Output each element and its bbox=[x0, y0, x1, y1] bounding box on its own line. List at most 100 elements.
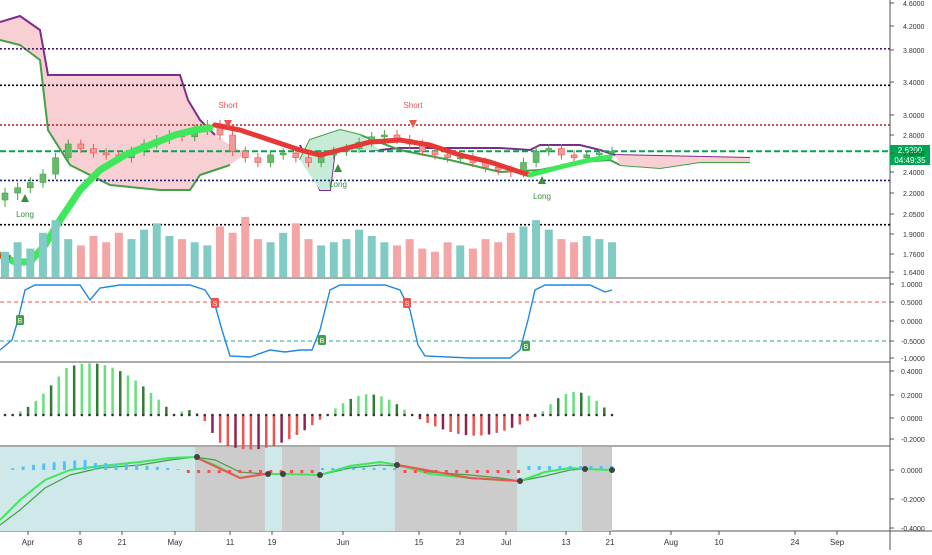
macd-histogram-bar bbox=[11, 468, 15, 470]
macd-histogram-bar bbox=[517, 470, 521, 473]
histogram-zero-dot bbox=[42, 413, 45, 417]
histogram-zero-dot bbox=[579, 413, 583, 417]
volume-bar bbox=[494, 242, 503, 277]
volume-bar bbox=[291, 223, 300, 277]
histogram-zero-dot bbox=[549, 413, 552, 417]
histogram-zero-dot bbox=[195, 413, 199, 417]
time-tick-label: Jul bbox=[501, 538, 511, 547]
volume-bar bbox=[178, 239, 187, 277]
volume-bar bbox=[355, 229, 364, 277]
macd-histogram-bar bbox=[228, 470, 232, 473]
volume-bar bbox=[329, 242, 338, 277]
histogram-zero-dot bbox=[341, 413, 345, 417]
histogram-zero-dot bbox=[372, 413, 376, 417]
volume-bar bbox=[228, 232, 237, 277]
candle-body bbox=[39, 173, 47, 183]
volume-bar bbox=[203, 245, 212, 277]
macd-cross-dot bbox=[609, 467, 615, 473]
price-tick-label: 4.6000 bbox=[903, 1, 925, 8]
price-tick-label: 2.2000 bbox=[903, 191, 925, 198]
macd-histogram-bar bbox=[248, 470, 252, 473]
histogram-zero-dot bbox=[26, 413, 30, 417]
macd-histogram-bar bbox=[589, 466, 593, 470]
histogram-zero-dot bbox=[264, 413, 268, 417]
price-axis[interactable]: 4.6000 4.2000 3.8000 3.4000 3.0000 2.8000 2.60… bbox=[890, 1, 925, 277]
macd-histogram-bar bbox=[217, 470, 221, 473]
histogram-zero-dot bbox=[203, 413, 207, 417]
last-price-label: 2.6200 bbox=[898, 146, 923, 155]
candle-body bbox=[279, 152, 287, 156]
price-tick-label: 3.8000 bbox=[903, 48, 925, 55]
volume-bar bbox=[1, 251, 9, 277]
macd-histogram-bar bbox=[444, 470, 448, 473]
price-tick-label: 1.6400 bbox=[903, 270, 925, 277]
candle-body bbox=[26, 182, 34, 189]
time-tick-label: 21 bbox=[118, 538, 127, 547]
histogram-zero-dot bbox=[257, 413, 260, 417]
histogram-zero-dot bbox=[603, 413, 606, 417]
price-tick-label: 4.2000 bbox=[903, 24, 925, 31]
macd-histogram-bar bbox=[93, 463, 97, 470]
volume-bar bbox=[127, 239, 136, 277]
macd-histogram-bar bbox=[207, 470, 211, 473]
macd-cross-dot bbox=[582, 466, 588, 472]
volume-bar bbox=[532, 220, 541, 277]
candle-body bbox=[90, 148, 97, 154]
histogram-axis[interactable]: 0.4000 0.2000 0.0000 -0.2000 bbox=[890, 369, 925, 444]
histogram-zero-dot bbox=[441, 413, 445, 417]
oscillator-pane bbox=[0, 284, 890, 359]
candle-body bbox=[254, 157, 262, 163]
histogram-zero-dot bbox=[157, 413, 160, 417]
short-signal-arrow bbox=[224, 120, 232, 128]
macd-histogram-bar bbox=[279, 470, 283, 473]
oscillator-axis[interactable]: 1.0000 0.5000 0.0000 -0.5000 -1.0000 bbox=[890, 282, 925, 363]
price-tick-label: 1.7600 bbox=[903, 252, 925, 259]
candle-body bbox=[64, 143, 72, 159]
histogram-zero-dot bbox=[510, 413, 514, 417]
volume-bar bbox=[215, 226, 224, 277]
histogram-zero-dot bbox=[472, 413, 475, 417]
macd-histogram-bar bbox=[527, 466, 531, 470]
histogram-zero-dot bbox=[134, 413, 137, 417]
volume-bar bbox=[241, 217, 250, 277]
histogram-zero-dot bbox=[526, 413, 529, 417]
time-axis[interactable]: Apr 8 21 May 11 19 Jun 15 23 Jul 13 21 Aug 10 24 Sep bbox=[22, 531, 845, 547]
osc-marker-badge bbox=[16, 315, 24, 325]
macd-histogram-bar bbox=[403, 470, 407, 473]
candle-body bbox=[570, 154, 578, 159]
histogram-zero-dot bbox=[188, 413, 191, 417]
macd-histogram-bar bbox=[155, 466, 159, 470]
macd-axis[interactable]: 0.0000 -0.2000 -0.4000 bbox=[890, 468, 925, 533]
macd-histogram-bar bbox=[341, 468, 345, 470]
macd-cross-dots bbox=[194, 454, 615, 484]
macd-histogram-bar bbox=[300, 470, 304, 473]
candle-body bbox=[381, 134, 388, 138]
histogram-zero-dot bbox=[103, 413, 107, 417]
histogram-zero-dot bbox=[480, 413, 483, 417]
hist-tick-label: 0.4000 bbox=[901, 369, 923, 376]
signal-label: Short bbox=[403, 101, 423, 110]
signal-label: Short bbox=[218, 101, 238, 110]
macd-histogram-bar bbox=[413, 470, 417, 473]
histogram-zero-dot bbox=[280, 413, 283, 417]
candle-body bbox=[532, 150, 540, 163]
macd-histogram-bar bbox=[393, 468, 397, 470]
histogram-zero-dot bbox=[249, 413, 253, 417]
volume-bar bbox=[506, 232, 515, 277]
macd-histogram-bar bbox=[599, 466, 603, 470]
histogram-zero-dot bbox=[95, 413, 99, 417]
candle-body bbox=[545, 148, 553, 152]
osc-marker-badge bbox=[522, 341, 530, 351]
histogram-zero-dot bbox=[49, 413, 53, 417]
histogram-zero-dot bbox=[587, 413, 591, 417]
histogram-zero-dot bbox=[19, 413, 22, 417]
osc-marker-badge bbox=[211, 298, 219, 308]
volume-bar bbox=[393, 245, 402, 277]
volume-bar bbox=[13, 242, 22, 277]
macd-cross-dot bbox=[265, 471, 271, 477]
osc-marker-label: B bbox=[320, 338, 325, 345]
price-tick-label: 1.9000 bbox=[903, 232, 925, 239]
volume-bar bbox=[595, 239, 604, 277]
